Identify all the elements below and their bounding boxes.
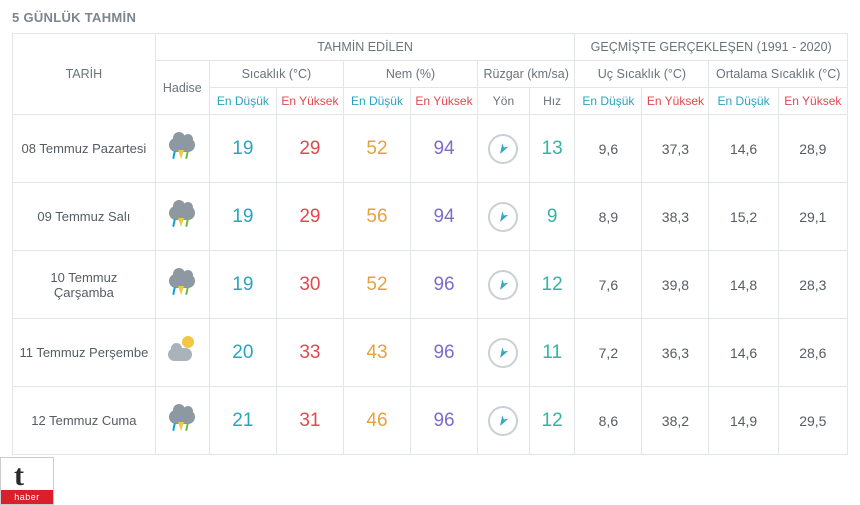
- av-high-cell: 28,6: [778, 319, 847, 387]
- hum-low-cell: 56: [343, 183, 410, 251]
- wind-direction-icon: [488, 338, 518, 368]
- col-extreme: Uç Sıcaklık (°C): [575, 61, 709, 88]
- hum-low-cell: 52: [343, 115, 410, 183]
- col-wind-spd: Hız: [529, 88, 574, 115]
- wind-dir-cell: [478, 387, 530, 455]
- hum-high-cell: 96: [410, 319, 477, 387]
- col-ex-low: En Düşük: [575, 88, 642, 115]
- col-forecast-group: TAHMİN EDİLEN: [155, 34, 575, 61]
- col-av-low: En Düşük: [709, 88, 778, 115]
- av-low-cell: 14,6: [709, 115, 778, 183]
- col-event: Hadise: [155, 61, 209, 115]
- event-cell: [155, 115, 209, 183]
- ex-high-cell: 37,3: [642, 115, 709, 183]
- ex-high-cell: 36,3: [642, 319, 709, 387]
- av-low-cell: 14,9: [709, 387, 778, 455]
- ex-low-cell: 7,2: [575, 319, 642, 387]
- temp-high-cell: 33: [276, 319, 343, 387]
- forecast-table: TARİH TAHMİN EDİLEN GEÇMİŞTE GERÇEKLEŞEN…: [12, 33, 848, 455]
- event-cell: [155, 183, 209, 251]
- col-av-high: En Yüksek: [778, 88, 847, 115]
- col-hum-high: En Yüksek: [410, 88, 477, 115]
- wind-direction-icon: [488, 134, 518, 164]
- logo-letter: t: [14, 459, 24, 493]
- temp-low-cell: 19: [209, 115, 276, 183]
- table-row: 08 Temmuz Pazartesi 19295294 139,637,314,6…: [13, 115, 848, 183]
- thunderstorm-icon: [164, 132, 200, 162]
- thunderstorm-icon: [164, 268, 200, 298]
- col-temp-high: En Yüksek: [276, 88, 343, 115]
- temp-low-cell: 19: [209, 251, 276, 319]
- col-past-group: GEÇMİŞTE GERÇEKLEŞEN (1991 - 2020): [575, 34, 848, 61]
- av-high-cell: 28,3: [778, 251, 847, 319]
- wind-spd-cell: 13: [529, 115, 574, 183]
- thunderstorm-icon: [164, 404, 200, 434]
- table-row: 10 Temmuz Çarşamba 19305296 127,639,814,82…: [13, 251, 848, 319]
- col-hum-low: En Düşük: [343, 88, 410, 115]
- logo: t haber: [0, 457, 54, 505]
- av-high-cell: 28,9: [778, 115, 847, 183]
- table-row: 12 Temmuz Cuma 21314696 128,638,214,929,5: [13, 387, 848, 455]
- col-ex-high: En Yüksek: [642, 88, 709, 115]
- hum-high-cell: 96: [410, 251, 477, 319]
- hum-high-cell: 96: [410, 387, 477, 455]
- col-avg: Ortalama Sıcaklık (°C): [709, 61, 848, 88]
- date-cell: 12 Temmuz Cuma: [13, 387, 156, 455]
- wind-spd-cell: 12: [529, 251, 574, 319]
- temp-high-cell: 30: [276, 251, 343, 319]
- hum-low-cell: 46: [343, 387, 410, 455]
- hum-low-cell: 52: [343, 251, 410, 319]
- event-cell: [155, 387, 209, 455]
- ex-high-cell: 38,3: [642, 183, 709, 251]
- page-title: 5 GÜNLÜK TAHMİN: [0, 0, 860, 33]
- hum-high-cell: 94: [410, 183, 477, 251]
- ex-low-cell: 7,6: [575, 251, 642, 319]
- wind-spd-cell: 9: [529, 183, 574, 251]
- partly-cloudy-icon: [164, 336, 200, 366]
- wind-dir-cell: [478, 183, 530, 251]
- av-low-cell: 15,2: [709, 183, 778, 251]
- temp-low-cell: 20: [209, 319, 276, 387]
- ex-low-cell: 9,6: [575, 115, 642, 183]
- av-high-cell: 29,1: [778, 183, 847, 251]
- ex-high-cell: 38,2: [642, 387, 709, 455]
- table-row: 09 Temmuz Salı 19295694 98,938,315,229,1: [13, 183, 848, 251]
- hum-low-cell: 43: [343, 319, 410, 387]
- wind-direction-icon: [488, 270, 518, 300]
- wind-dir-cell: [478, 319, 530, 387]
- col-wind-dir: Yön: [478, 88, 530, 115]
- hum-high-cell: 94: [410, 115, 477, 183]
- thunderstorm-icon: [164, 200, 200, 230]
- av-high-cell: 29,5: [778, 387, 847, 455]
- ex-high-cell: 39,8: [642, 251, 709, 319]
- date-cell: 11 Temmuz Perşembe: [13, 319, 156, 387]
- event-cell: [155, 251, 209, 319]
- wind-spd-cell: 12: [529, 387, 574, 455]
- wind-dir-cell: [478, 115, 530, 183]
- date-cell: 10 Temmuz Çarşamba: [13, 251, 156, 319]
- temp-high-cell: 31: [276, 387, 343, 455]
- ex-low-cell: 8,6: [575, 387, 642, 455]
- av-low-cell: 14,6: [709, 319, 778, 387]
- col-wind: Rüzgar (km/sa): [478, 61, 575, 88]
- col-date: TARİH: [13, 34, 156, 115]
- temp-low-cell: 21: [209, 387, 276, 455]
- event-cell: [155, 319, 209, 387]
- col-temp: Sıcaklık (°C): [209, 61, 343, 88]
- table-row: 11 Temmuz Perşembe 20334396 117,236,314,62…: [13, 319, 848, 387]
- ex-low-cell: 8,9: [575, 183, 642, 251]
- wind-dir-cell: [478, 251, 530, 319]
- wind-direction-icon: [488, 202, 518, 232]
- date-cell: 09 Temmuz Salı: [13, 183, 156, 251]
- logo-label: haber: [1, 490, 53, 504]
- date-cell: 08 Temmuz Pazartesi: [13, 115, 156, 183]
- col-hum: Nem (%): [343, 61, 477, 88]
- temp-high-cell: 29: [276, 115, 343, 183]
- av-low-cell: 14,8: [709, 251, 778, 319]
- temp-high-cell: 29: [276, 183, 343, 251]
- col-temp-low: En Düşük: [209, 88, 276, 115]
- temp-low-cell: 19: [209, 183, 276, 251]
- wind-spd-cell: 11: [529, 319, 574, 387]
- wind-direction-icon: [488, 406, 518, 436]
